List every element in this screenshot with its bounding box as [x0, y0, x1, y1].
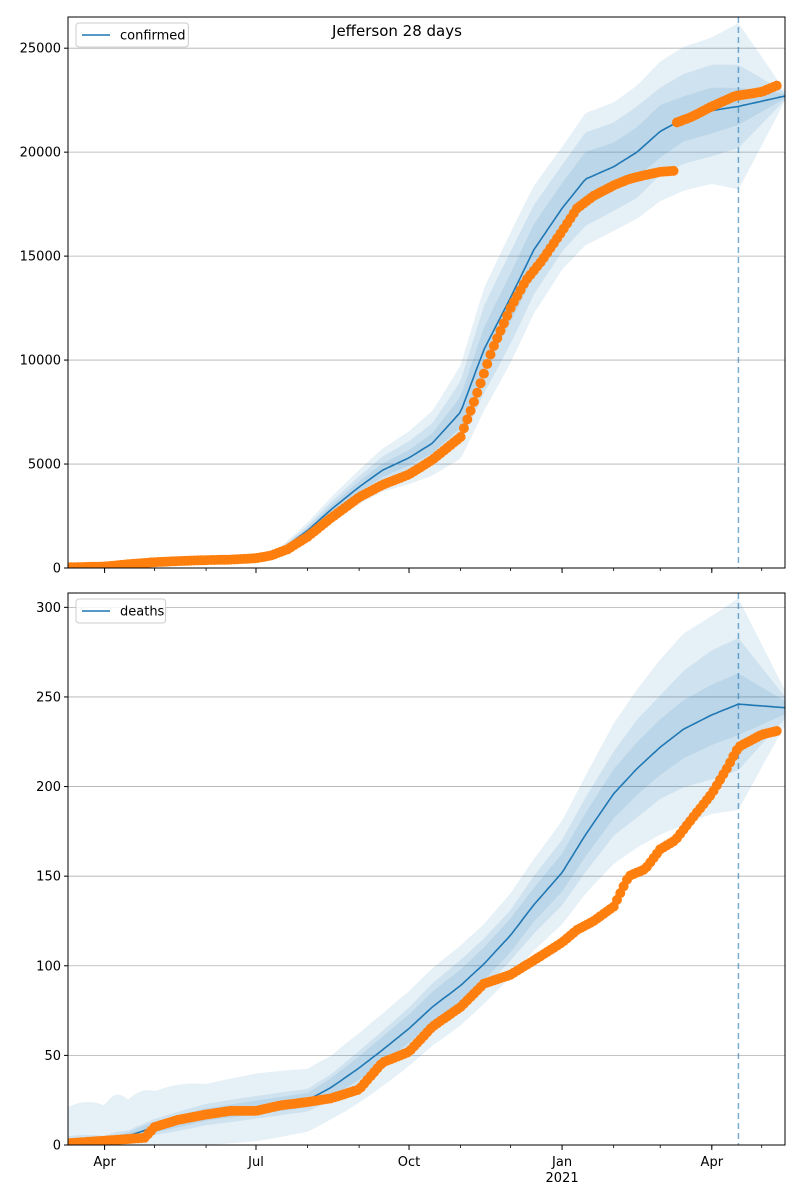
legend-label: deaths — [120, 605, 165, 620]
plot-frame — [67, 592, 786, 1146]
uncertainty-band-outer — [68, 23, 785, 568]
x-tick-label: Apr — [701, 1155, 724, 1170]
y-tick-label: 20000 — [20, 146, 61, 161]
chart-title: Jefferson 28 days — [331, 22, 462, 40]
legend-label: confirmed — [120, 29, 186, 44]
plot-frame — [67, 16, 786, 569]
legend: deaths — [75, 598, 167, 624]
x-tick-label: Apr — [93, 1155, 116, 1170]
observed-point — [771, 726, 782, 736]
y-tick-label: 300 — [36, 601, 61, 616]
observed-point — [485, 349, 496, 360]
observed-point — [482, 359, 493, 369]
y-tick-label: 250 — [36, 690, 61, 705]
observed-point — [668, 165, 679, 176]
observed-point — [472, 387, 483, 398]
x-tick-label: Jan — [551, 1155, 572, 1170]
plot-area — [68, 593, 785, 1145]
observed-point — [771, 80, 782, 91]
observed-point — [455, 432, 466, 442]
plot-area — [68, 17, 785, 568]
observed-point — [488, 340, 499, 351]
y-tick-label: 150 — [36, 870, 61, 885]
x-tick-label: Jul — [247, 1155, 264, 1170]
legend: confirmed — [75, 22, 189, 48]
legend-box — [75, 598, 167, 624]
y-tick-label: 100 — [36, 959, 61, 974]
observed-point — [462, 414, 473, 425]
observed-point — [475, 378, 486, 389]
observed-point — [495, 325, 506, 336]
observed-point — [458, 423, 469, 434]
observed-point — [502, 310, 513, 321]
observed-point — [492, 333, 503, 344]
y-tick-label: 10000 — [20, 354, 61, 369]
y-tick-label: 200 — [36, 780, 61, 795]
x-tick-year-label: 2021 — [546, 1171, 579, 1186]
observed-point — [468, 396, 479, 407]
y-tick-label: 25000 — [20, 42, 61, 57]
y-tick-label: 0 — [53, 1139, 61, 1154]
y-tick-label: 50 — [44, 1049, 61, 1064]
x-tick-label: Oct — [398, 1155, 420, 1170]
y-tick-label: 0 — [53, 562, 61, 577]
uncertainty-band-middle — [68, 638, 785, 1145]
y-tick-label: 5000 — [28, 458, 61, 473]
confirmed-panel: 0 5000 10000 15000 20000 25000 confirmed — [20, 16, 786, 577]
legend-box — [75, 22, 189, 48]
observed-point — [478, 368, 489, 379]
observed-point — [465, 405, 476, 416]
y-tick-label: 15000 — [20, 250, 61, 265]
uncertainty-band-inner — [68, 673, 785, 1145]
observed-point — [498, 318, 509, 329]
